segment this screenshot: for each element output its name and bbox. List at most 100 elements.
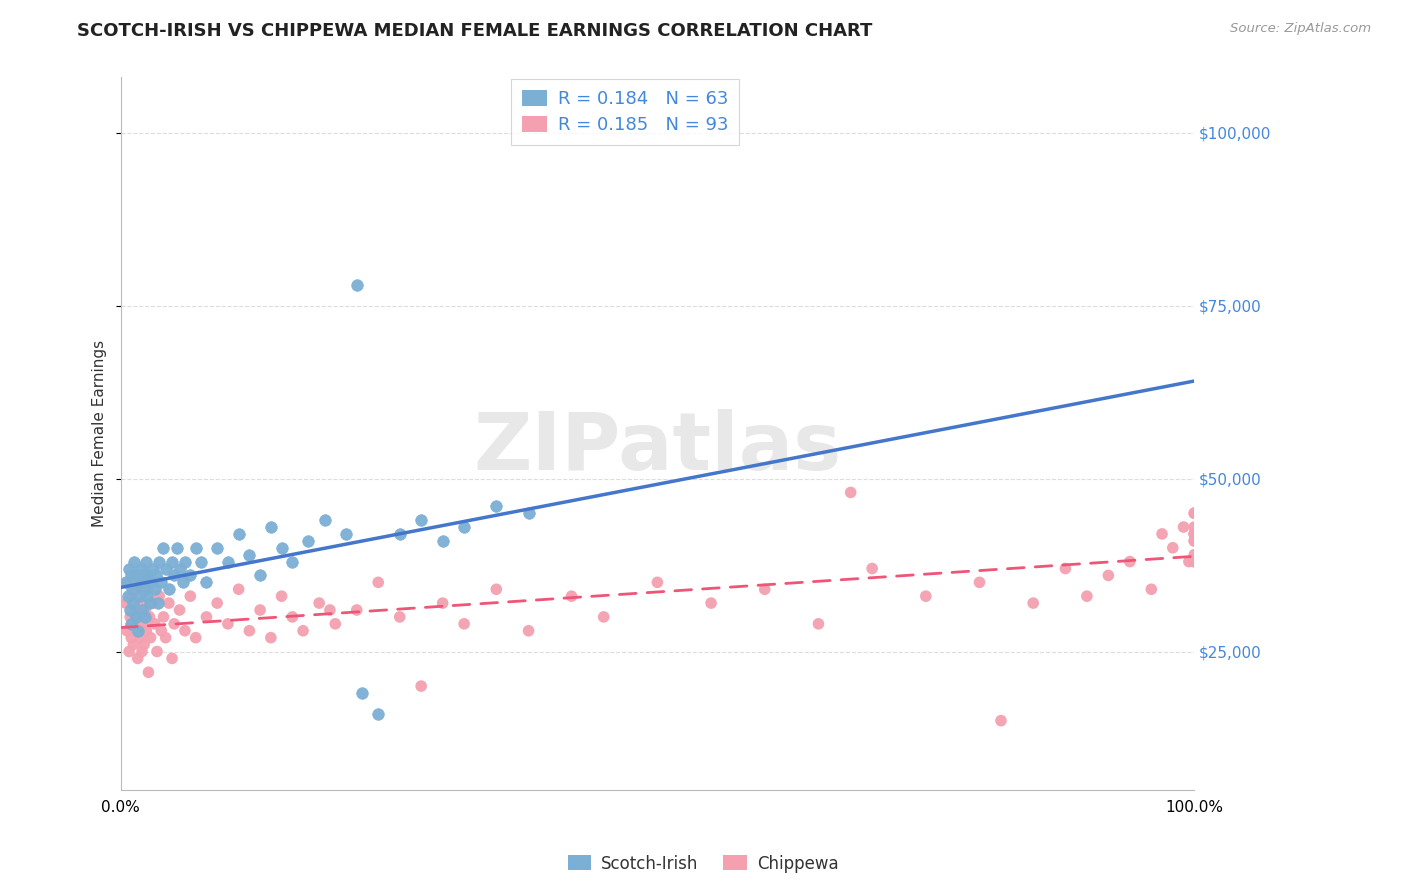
Point — [1182, 520, 1205, 534]
Point — [1054, 561, 1077, 575]
Point — [118, 561, 141, 575]
Point — [121, 616, 143, 631]
Point — [1140, 582, 1163, 597]
Point — [388, 610, 411, 624]
Point — [1119, 555, 1142, 569]
Point — [1182, 527, 1205, 541]
Point — [169, 603, 191, 617]
Point — [166, 541, 188, 555]
Point — [367, 706, 389, 721]
Point — [969, 575, 991, 590]
Point — [132, 616, 155, 631]
Point — [127, 624, 149, 638]
Point — [160, 651, 183, 665]
Point — [323, 616, 346, 631]
Point — [335, 527, 357, 541]
Point — [155, 561, 177, 575]
Point — [122, 638, 145, 652]
Point — [270, 589, 292, 603]
Point — [155, 631, 177, 645]
Point — [914, 589, 936, 603]
Point — [453, 616, 475, 631]
Legend: R = 0.184   N = 63, R = 0.185   N = 93: R = 0.184 N = 63, R = 0.185 N = 93 — [510, 79, 740, 145]
Point — [148, 555, 170, 569]
Point — [152, 610, 174, 624]
Point — [128, 610, 150, 624]
Point — [120, 589, 142, 603]
Point — [172, 575, 194, 590]
Point — [143, 582, 166, 597]
Point — [432, 533, 454, 548]
Point — [142, 561, 165, 575]
Point — [115, 624, 138, 638]
Point — [121, 582, 143, 597]
Point — [124, 610, 146, 624]
Point — [1182, 506, 1205, 520]
Point — [152, 541, 174, 555]
Point — [131, 603, 153, 617]
Point — [145, 568, 167, 582]
Point — [118, 644, 141, 658]
Point — [1173, 520, 1195, 534]
Point — [135, 555, 157, 569]
Point — [1182, 555, 1205, 569]
Point — [115, 575, 138, 590]
Point — [1161, 541, 1184, 555]
Point — [1182, 555, 1205, 569]
Point — [195, 575, 218, 590]
Point — [120, 631, 142, 645]
Point — [1150, 527, 1173, 541]
Point — [138, 596, 160, 610]
Point — [346, 603, 368, 617]
Point — [179, 568, 201, 582]
Point — [990, 714, 1012, 728]
Point — [148, 589, 170, 603]
Point — [143, 616, 166, 631]
Point — [160, 555, 183, 569]
Point — [127, 651, 149, 665]
Point — [411, 679, 433, 693]
Y-axis label: Median Female Earnings: Median Female Earnings — [93, 340, 107, 527]
Point — [249, 603, 271, 617]
Point — [125, 568, 148, 582]
Point — [249, 568, 271, 582]
Point — [297, 533, 319, 548]
Point — [485, 582, 508, 597]
Point — [1076, 589, 1098, 603]
Point — [432, 596, 454, 610]
Point — [139, 631, 162, 645]
Point — [157, 582, 180, 597]
Point — [754, 582, 776, 597]
Point — [205, 541, 228, 555]
Text: SCOTCH-IRISH VS CHIPPEWA MEDIAN FEMALE EARNINGS CORRELATION CHART: SCOTCH-IRISH VS CHIPPEWA MEDIAN FEMALE E… — [77, 22, 873, 40]
Point — [1182, 533, 1205, 548]
Point — [120, 568, 142, 582]
Point — [517, 624, 540, 638]
Point — [228, 527, 250, 541]
Point — [124, 603, 146, 617]
Point — [346, 277, 368, 292]
Point — [124, 624, 146, 638]
Point — [292, 624, 315, 638]
Point — [1182, 548, 1205, 562]
Legend: Scotch-Irish, Chippewa: Scotch-Irish, Chippewa — [561, 848, 845, 880]
Point — [1022, 596, 1045, 610]
Point — [647, 575, 669, 590]
Text: Source: ZipAtlas.com: Source: ZipAtlas.com — [1230, 22, 1371, 36]
Point — [179, 589, 201, 603]
Point — [1097, 568, 1119, 582]
Point — [352, 686, 374, 700]
Point — [136, 589, 159, 603]
Point — [125, 582, 148, 597]
Point — [205, 596, 228, 610]
Point — [124, 555, 146, 569]
Point — [134, 610, 156, 624]
Point — [281, 555, 304, 569]
Point — [169, 561, 191, 575]
Point — [138, 665, 160, 680]
Point — [260, 631, 283, 645]
Point — [839, 485, 862, 500]
Point — [184, 631, 207, 645]
Point — [163, 616, 186, 631]
Point — [136, 582, 159, 597]
